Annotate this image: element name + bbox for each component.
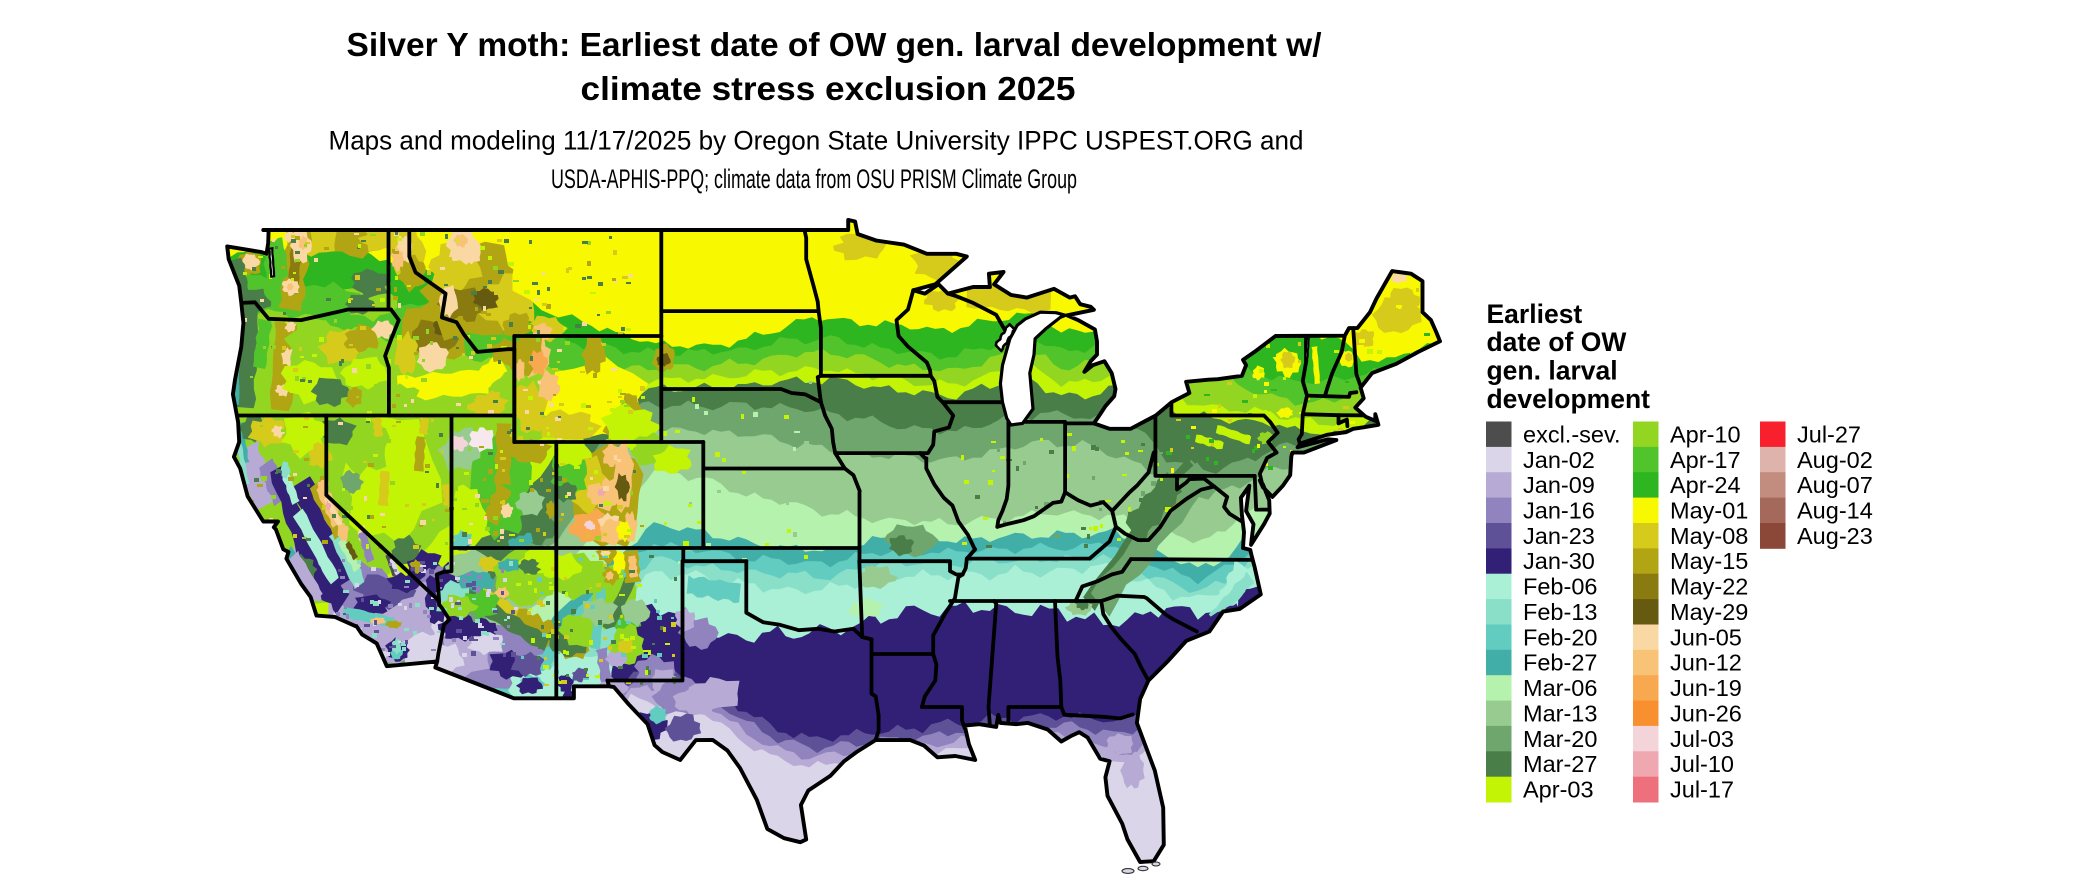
svg-text:Jan-23: Jan-23 [1523,523,1595,549]
svg-text:Jul-03: Jul-03 [1670,726,1734,752]
svg-text:May-01: May-01 [1670,498,1748,524]
svg-text:Feb-06: Feb-06 [1523,574,1597,600]
svg-text:Jul-10: Jul-10 [1670,751,1734,777]
svg-text:Apr-10: Apr-10 [1670,421,1741,447]
svg-text:Jan-16: Jan-16 [1523,498,1595,524]
svg-text:Jan-02: Jan-02 [1523,447,1595,473]
svg-text:USDA-APHIS-PPQ; climate data f: USDA-APHIS-PPQ; climate data from OSU PR… [551,164,1077,194]
svg-text:Jun-12: Jun-12 [1670,650,1742,676]
svg-text:May-29: May-29 [1670,599,1748,625]
svg-text:May-08: May-08 [1670,523,1748,549]
svg-text:date of OW: date of OW [1487,327,1627,357]
svg-text:May-22: May-22 [1670,574,1748,600]
svg-text:Aug-07: Aug-07 [1797,472,1873,498]
svg-text:Mar-13: Mar-13 [1523,701,1597,727]
svg-text:Jul-27: Jul-27 [1797,421,1861,447]
svg-text:Aug-23: Aug-23 [1797,523,1873,549]
svg-text:Apr-03: Apr-03 [1523,777,1594,803]
svg-text:Mar-06: Mar-06 [1523,675,1597,701]
svg-text:Jan-09: Jan-09 [1523,472,1595,498]
svg-text:excl.-sev.: excl.-sev. [1523,421,1621,447]
svg-text:Apr-17: Apr-17 [1670,447,1741,473]
svg-text:May-15: May-15 [1670,548,1748,574]
svg-text:Feb-13: Feb-13 [1523,599,1597,625]
svg-text:Jun-05: Jun-05 [1670,624,1742,650]
svg-text:Feb-27: Feb-27 [1523,650,1597,676]
svg-text:Earliest: Earliest [1487,299,1583,329]
svg-text:Apr-24: Apr-24 [1670,472,1741,498]
svg-text:Jan-30: Jan-30 [1523,548,1595,574]
svg-text:Jun-19: Jun-19 [1670,675,1742,701]
svg-text:Aug-14: Aug-14 [1797,498,1873,524]
svg-text:climate stress exclusion 2025: climate stress exclusion 2025 [581,70,1076,107]
svg-text:gen. larval: gen. larval [1487,356,1618,386]
svg-text:Jul-17: Jul-17 [1670,777,1734,803]
svg-text:Aug-02: Aug-02 [1797,447,1873,473]
svg-text:Silver Y moth: Earliest date o: Silver Y moth: Earliest date of OW gen. … [347,26,1322,63]
svg-text:Maps and modeling 11/17/2025 b: Maps and modeling 11/17/2025 by Oregon S… [329,126,1304,156]
svg-text:Mar-27: Mar-27 [1523,751,1597,777]
svg-text:Mar-20: Mar-20 [1523,726,1597,752]
svg-text:development: development [1487,384,1651,414]
svg-text:Jun-26: Jun-26 [1670,701,1742,727]
svg-text:Feb-20: Feb-20 [1523,624,1597,650]
